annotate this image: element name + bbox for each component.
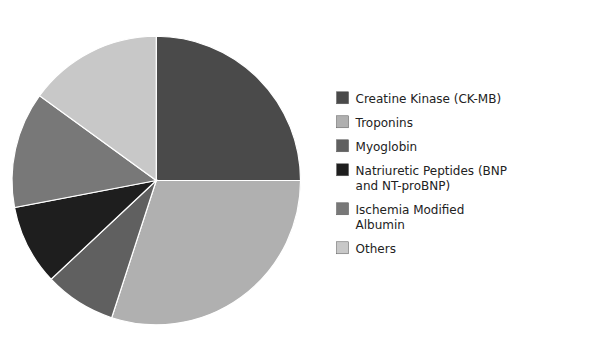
- legend-label-line: Ischemia Modified: [356, 203, 465, 217]
- legend-label: Ischemia ModifiedAlbumin: [356, 203, 465, 232]
- legend-label: Natriuretic Peptides (BNPand NT-proBNP): [356, 164, 507, 193]
- legend-label: Troponins: [355, 116, 413, 130]
- legend-swatch: [337, 92, 349, 104]
- legend-label-line: Others: [356, 242, 396, 256]
- legend-label: Others: [356, 242, 396, 256]
- chart: Creatine Kinase (CK-MB) Troponins Myoglobi…: [0, 0, 601, 361]
- legend-label-line: Myoglobin: [356, 140, 418, 154]
- legend-swatch: [337, 203, 349, 215]
- legend-item: Natriuretic Peptides (BNPand NT-proBNP): [337, 164, 507, 193]
- legend-label: Myoglobin: [356, 140, 418, 154]
- legend-label-line: Natriuretic Peptides (BNP: [356, 164, 507, 178]
- legend-swatch: [337, 116, 349, 128]
- legend-swatch: [337, 140, 349, 152]
- legend-item: Myoglobin: [337, 140, 418, 154]
- legend-item: Creatine Kinase (CK-MB): [337, 92, 502, 106]
- legend-label-line: Creatine Kinase (CK-MB): [356, 92, 502, 106]
- pie: [12, 36, 301, 325]
- legend-label-line: Albumin: [356, 218, 405, 232]
- legend-item: Ischemia ModifiedAlbumin: [337, 203, 465, 232]
- legend-label-line: and NT-proBNP): [356, 179, 451, 193]
- legend-label: Creatine Kinase (CK-MB): [356, 92, 502, 106]
- legend-swatch: [337, 242, 349, 254]
- legend-swatch: [337, 164, 349, 176]
- legend-item: Others: [337, 242, 396, 256]
- legend: Creatine Kinase (CK-MB) Troponins Myoglobi…: [337, 92, 507, 256]
- legend-item: Troponins: [337, 116, 413, 130]
- pie-slice: [40, 36, 157, 180]
- pie-slice: [156, 36, 300, 180]
- legend-label-line: Troponins: [355, 116, 413, 130]
